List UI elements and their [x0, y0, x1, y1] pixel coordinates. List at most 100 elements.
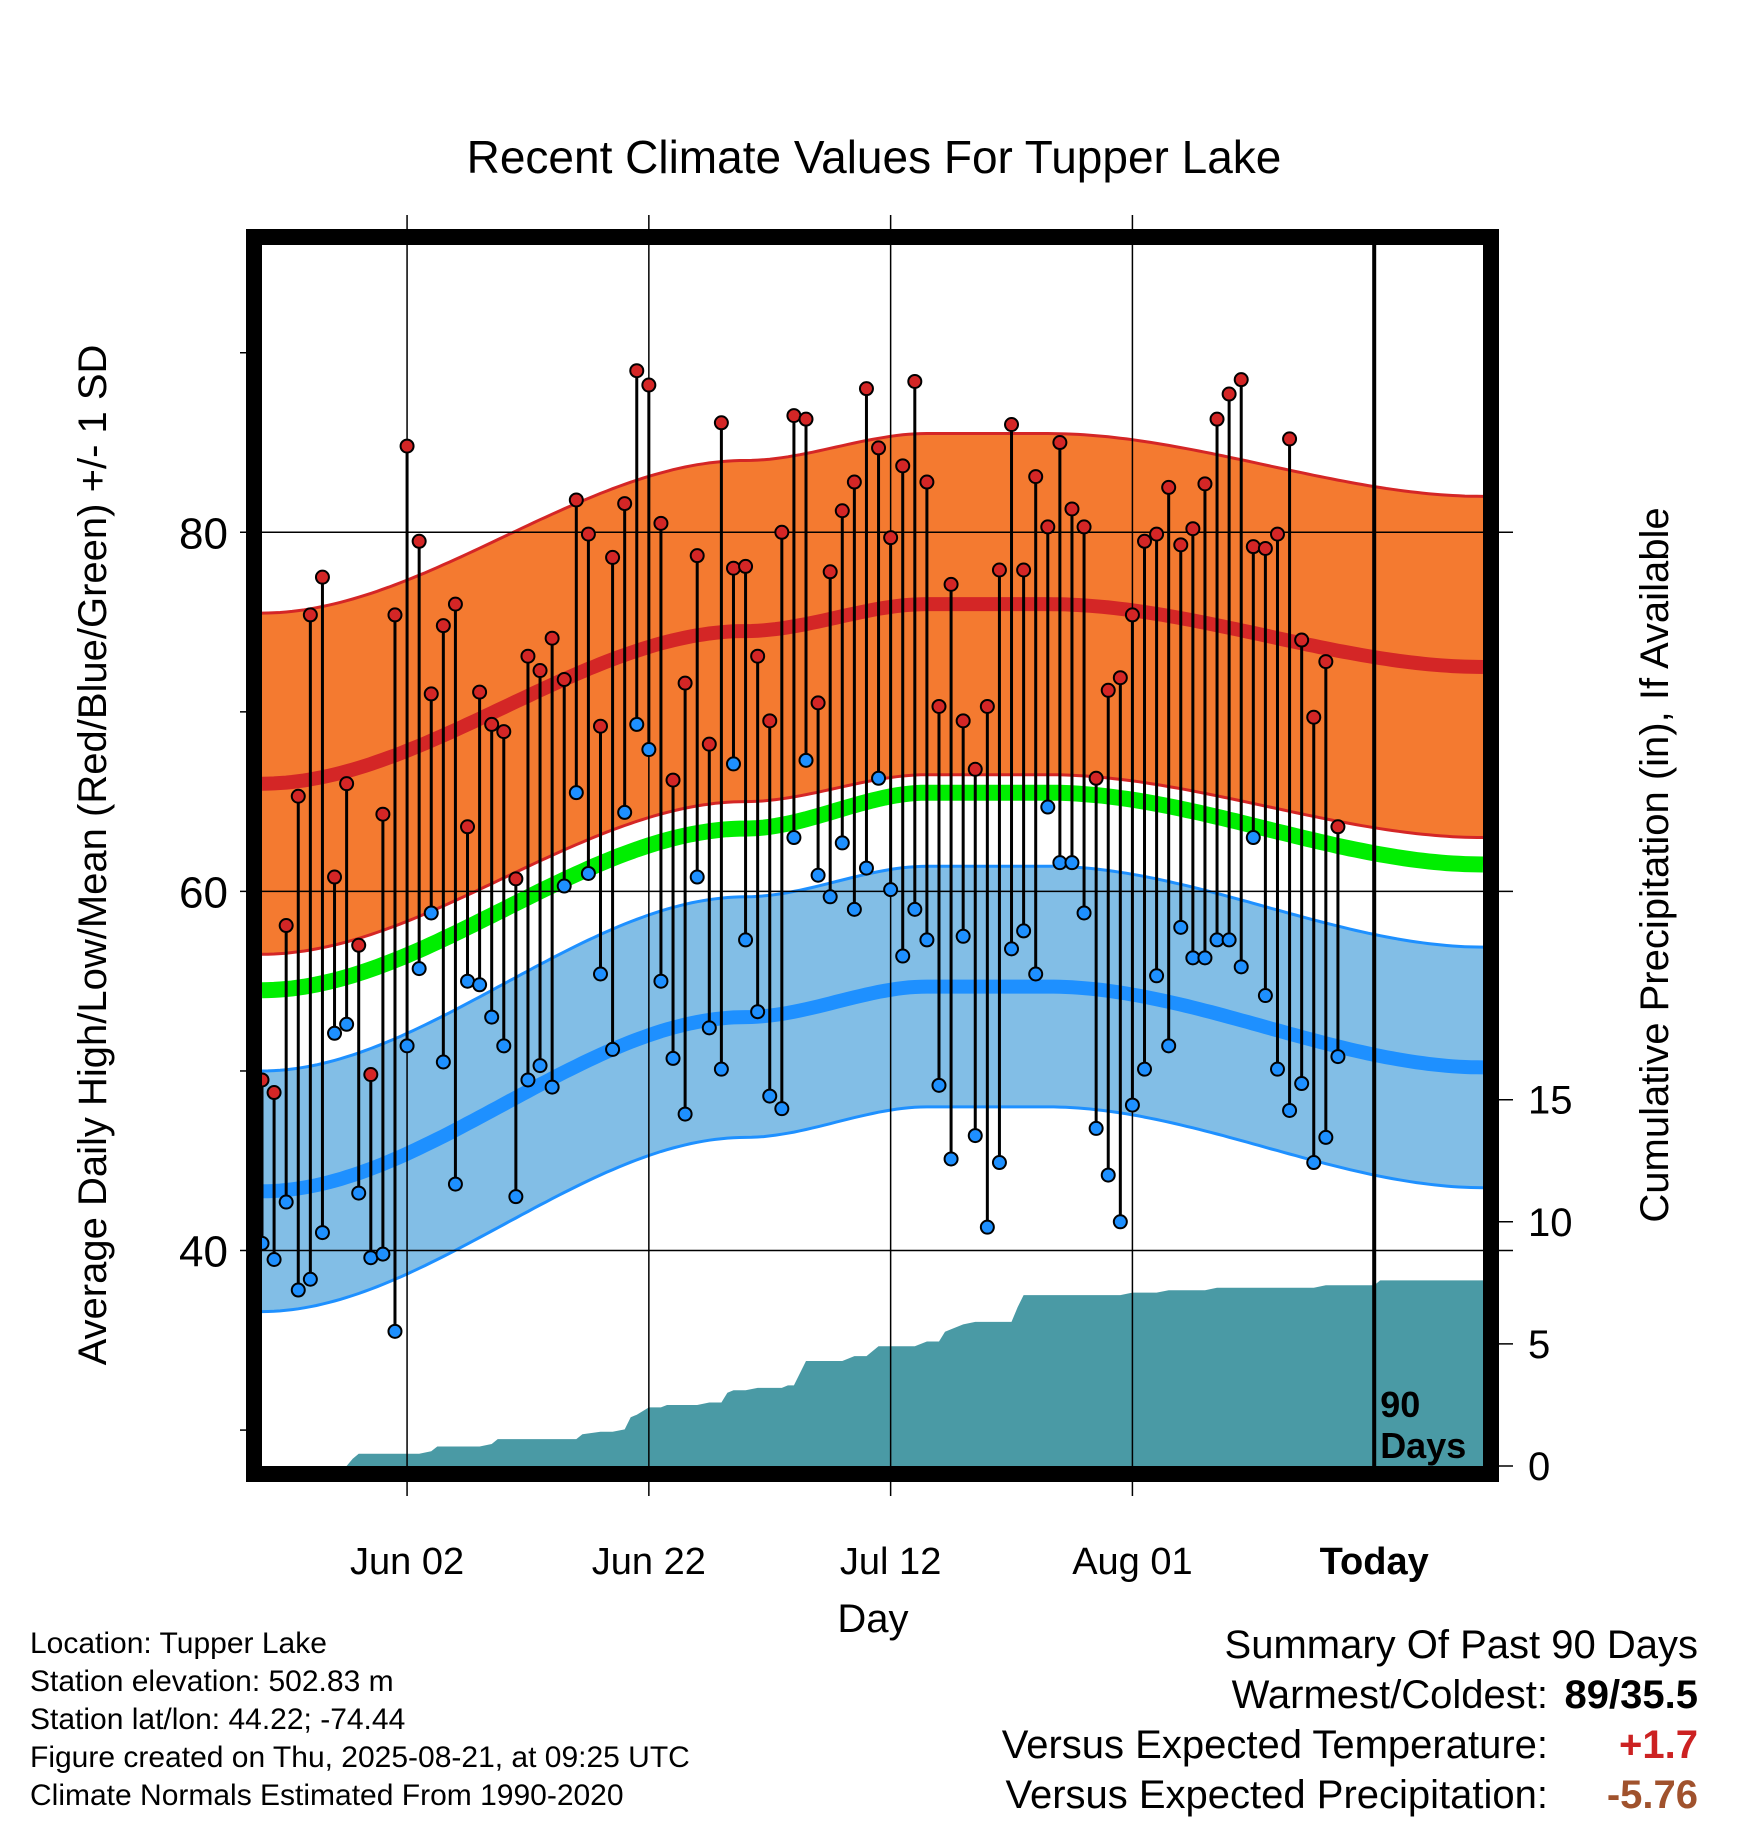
low-point [508, 1189, 524, 1205]
high-point [617, 496, 633, 512]
high-point [1076, 519, 1092, 535]
low-point [544, 1079, 560, 1095]
x-tick-label: Today [1320, 1541, 1429, 1583]
low-point [520, 1072, 536, 1088]
summary-heading: Summary Of Past 90 Days [1224, 1623, 1698, 1667]
low-point [423, 905, 439, 921]
high-point [1016, 562, 1032, 578]
y-axis-label-right: Cumulative Precipitation (in), If Availa… [1633, 507, 1677, 1222]
low-point [447, 1176, 463, 1192]
high-point [701, 736, 717, 752]
low-point [1269, 1061, 1285, 1077]
high-point [580, 526, 596, 542]
precip-label: Versus Expected Precipitation: [1005, 1773, 1548, 1817]
high-point [713, 415, 729, 431]
low-point [1137, 1061, 1153, 1077]
low-point [1185, 950, 1201, 966]
low-point [810, 867, 826, 883]
low-point [991, 1155, 1007, 1171]
high-point [556, 672, 572, 688]
low-point [846, 901, 862, 917]
low-point [617, 804, 633, 820]
high-point [1064, 501, 1080, 517]
high-point [725, 560, 741, 576]
low-point [363, 1250, 379, 1266]
high-point [496, 724, 512, 740]
high-point [520, 648, 536, 664]
y-axis-label-left: Average Daily High/Low/Mean (Red/Blue/Gr… [71, 345, 115, 1366]
low-point [1040, 799, 1056, 815]
low-point [1028, 966, 1044, 982]
location-text: Location: Tupper Lake [30, 1627, 327, 1660]
low-sd-band [262, 866, 1483, 1312]
precip-cumulative-area [262, 1280, 1483, 1466]
low-point [1306, 1155, 1322, 1171]
low-point [1076, 905, 1092, 921]
latlon-text: Station lat/lon: 44.22; -74.44 [30, 1703, 406, 1736]
high-point [1294, 632, 1310, 648]
low-point [1173, 919, 1189, 935]
high-point [774, 524, 790, 540]
normal-bands [261, 432, 1484, 1314]
high-point [472, 684, 488, 700]
low-point [351, 1185, 367, 1201]
low-point [907, 901, 923, 917]
low-upper-edge [261, 864, 1484, 1073]
low-point [278, 1194, 294, 1210]
high-point [1233, 372, 1249, 388]
high-point [375, 806, 391, 822]
high-point [907, 373, 923, 389]
high-point [858, 381, 874, 397]
high-point [1209, 411, 1225, 427]
high-point [641, 377, 657, 393]
high-point [991, 562, 1007, 578]
high-point [399, 438, 415, 454]
high-point [955, 713, 971, 729]
low-point [460, 973, 476, 989]
elevation-text: Station elevation: 502.83 m [30, 1665, 394, 1698]
high-point [810, 695, 826, 711]
low-point [665, 1050, 681, 1066]
x-tick-label: Jun 02 [350, 1541, 464, 1583]
low-point [1016, 923, 1032, 939]
low-point [762, 1088, 778, 1104]
low-point [1245, 830, 1261, 846]
low-lower-edge [261, 1105, 1484, 1314]
high-point [689, 548, 705, 564]
low-point [1004, 941, 1020, 957]
high-sd-band [262, 433, 1483, 955]
normal-mean-line [261, 784, 1484, 999]
high-point [1257, 540, 1273, 556]
high-point [1100, 682, 1116, 698]
low-point [1088, 1120, 1104, 1136]
station-info: Location: Tupper Lake Station elevation:… [30, 1625, 690, 1815]
high-point [798, 411, 814, 427]
low-point [411, 961, 427, 977]
high-point [314, 569, 330, 585]
low-point [1064, 855, 1080, 871]
high-point [327, 869, 343, 885]
x-tick-label: Jun 22 [592, 1541, 706, 1583]
high-point [447, 596, 463, 612]
high-point [629, 363, 645, 379]
low-point [1221, 932, 1237, 948]
high-point [895, 458, 911, 474]
high-point [786, 408, 802, 424]
daily-marks [254, 363, 1346, 1339]
high-point [1185, 521, 1201, 537]
summary-panel: Summary Of Past 90 Days Warmest/Coldest:… [798, 1620, 1698, 1820]
low-point [314, 1225, 330, 1241]
low-point [1161, 1038, 1177, 1054]
high-point [846, 474, 862, 490]
low-point [641, 742, 657, 758]
low-point [496, 1038, 512, 1054]
high-point [302, 607, 318, 623]
low-point [1318, 1129, 1334, 1145]
high-point [1306, 709, 1322, 725]
high-point [339, 776, 355, 792]
low-point [1294, 1076, 1310, 1092]
low-point [955, 928, 971, 944]
x-tick-label: Aug 01 [1072, 1541, 1192, 1583]
low-point [979, 1219, 995, 1235]
high-point [605, 549, 621, 565]
